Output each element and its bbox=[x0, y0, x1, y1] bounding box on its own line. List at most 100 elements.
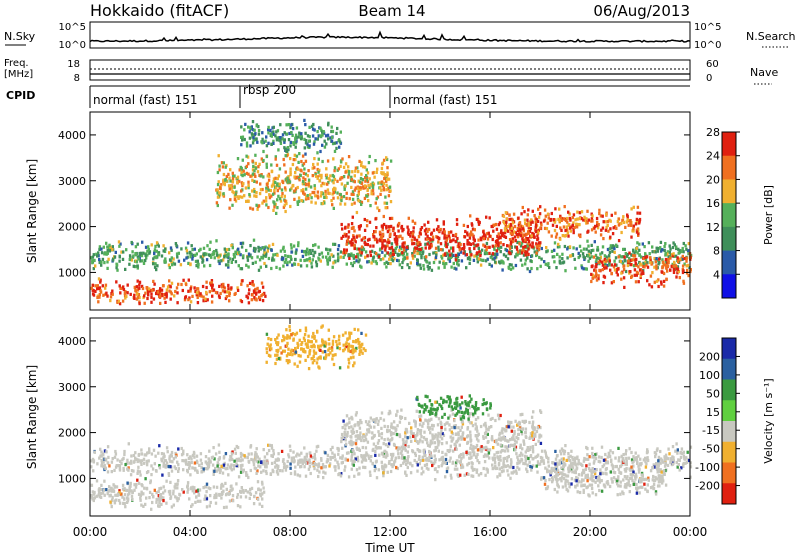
heatmap-cell bbox=[423, 255, 426, 259]
heatmap-cell bbox=[253, 296, 256, 300]
heatmap-cell bbox=[661, 248, 664, 252]
heatmap-cell bbox=[260, 157, 263, 161]
heatmap-cell bbox=[563, 449, 567, 453]
heatmap-cell bbox=[401, 236, 404, 240]
heatmap-cell bbox=[375, 226, 378, 230]
heatmap-cell bbox=[265, 264, 268, 268]
heatmap-cell bbox=[397, 223, 400, 227]
heatmap-cell bbox=[418, 247, 421, 252]
heatmap-cell bbox=[136, 288, 140, 292]
heatmap-cell bbox=[382, 471, 385, 475]
heatmap-cell bbox=[156, 497, 159, 501]
heatmap-cell bbox=[397, 452, 400, 456]
heatmap-cell bbox=[613, 247, 616, 251]
heatmap-cell bbox=[372, 192, 375, 196]
heatmap-cell bbox=[264, 245, 267, 249]
heatmap-cell bbox=[245, 154, 248, 158]
heatmap-cell bbox=[245, 199, 248, 203]
heatmap-cell bbox=[448, 236, 451, 240]
heatmap-cell bbox=[289, 167, 292, 171]
heatmap-cell bbox=[129, 481, 132, 485]
heatmap-cell bbox=[127, 493, 130, 497]
heatmap-cell bbox=[523, 218, 527, 222]
heatmap-cell bbox=[194, 259, 198, 263]
heatmap-cell bbox=[281, 192, 284, 196]
heatmap-cell bbox=[281, 137, 284, 141]
heatmap-cell bbox=[485, 241, 489, 246]
heatmap-cell bbox=[194, 253, 197, 257]
heatmap-cell bbox=[175, 453, 178, 457]
heatmap-cell bbox=[327, 252, 330, 256]
heatmap-cell bbox=[619, 259, 622, 264]
heatmap-cell bbox=[612, 265, 616, 269]
heatmap-cell bbox=[669, 457, 673, 461]
heatmap-cell bbox=[125, 294, 128, 298]
heatmap-cell bbox=[281, 469, 284, 473]
heatmap-cell bbox=[151, 500, 154, 505]
heatmap-cell bbox=[220, 259, 223, 263]
heatmap-cell bbox=[254, 451, 257, 455]
heatmap-cell bbox=[653, 280, 656, 284]
freq-right-label: Nave bbox=[750, 66, 778, 79]
heatmap-cell bbox=[685, 456, 688, 460]
heatmap-cell bbox=[672, 459, 675, 463]
heatmap-cell bbox=[477, 246, 480, 250]
heatmap-cell bbox=[291, 353, 294, 357]
heatmap-cell bbox=[90, 494, 93, 498]
heatmap-cell bbox=[283, 163, 286, 167]
heatmap-cell bbox=[303, 250, 306, 254]
heatmap-cell bbox=[252, 164, 255, 168]
heatmap-cell bbox=[598, 208, 601, 212]
heatmap-cell bbox=[377, 181, 380, 185]
heatmap-cell bbox=[183, 459, 186, 463]
heatmap-cell bbox=[286, 334, 289, 338]
heatmap-cell bbox=[364, 242, 367, 246]
heatmap-cell bbox=[606, 220, 610, 224]
heatmap-cell bbox=[290, 123, 293, 127]
heatmap-cell bbox=[651, 245, 654, 249]
heatmap-cell bbox=[355, 339, 358, 343]
heatmap-cell bbox=[228, 206, 231, 210]
heatmap-cell bbox=[172, 503, 175, 507]
heatmap-cell bbox=[340, 461, 343, 465]
heatmap-cell bbox=[250, 486, 254, 490]
heatmap-cell bbox=[329, 448, 333, 452]
heatmap-cell bbox=[613, 259, 616, 263]
heatmap-cell bbox=[672, 264, 675, 268]
heatmap-cell bbox=[312, 142, 316, 146]
heatmap-cell bbox=[591, 219, 594, 223]
heatmap-cell bbox=[414, 424, 417, 428]
heatmap-cell bbox=[436, 437, 439, 441]
heatmap-cell bbox=[342, 255, 345, 259]
heatmap-cell bbox=[113, 468, 116, 472]
heatmap-cell bbox=[193, 461, 197, 465]
heatmap-cell bbox=[379, 192, 382, 196]
heatmap-cell bbox=[346, 238, 349, 242]
heatmap-cell bbox=[385, 224, 388, 228]
heatmap-cell bbox=[97, 277, 101, 281]
heatmap-cell bbox=[174, 467, 177, 471]
heatmap-cell bbox=[142, 461, 146, 465]
heatmap-cell bbox=[535, 464, 538, 468]
heatmap-cell bbox=[466, 231, 469, 235]
heatmap-cell bbox=[272, 470, 275, 474]
heatmap-cell bbox=[500, 259, 503, 263]
heatmap-cell bbox=[168, 284, 171, 288]
heatmap-cell bbox=[286, 361, 290, 365]
heatmap-cell bbox=[626, 263, 630, 268]
heatmap-cell bbox=[609, 449, 612, 453]
heatmap-cell bbox=[305, 264, 309, 268]
heatmap-cell bbox=[117, 492, 120, 496]
heatmap-cell bbox=[390, 463, 393, 467]
heatmap-cell bbox=[594, 275, 597, 279]
heatmap-cell bbox=[365, 175, 369, 180]
heatmap-cell bbox=[568, 464, 571, 468]
heatmap-cell bbox=[573, 225, 576, 229]
heatmap-cell bbox=[466, 239, 469, 243]
heatmap-cell bbox=[302, 171, 306, 175]
heatmap-cell bbox=[137, 453, 140, 457]
heatmap-cell bbox=[403, 459, 406, 463]
heatmap-cell bbox=[455, 218, 459, 222]
heatmap-cell bbox=[418, 241, 421, 245]
heatmap-cell bbox=[376, 167, 379, 171]
